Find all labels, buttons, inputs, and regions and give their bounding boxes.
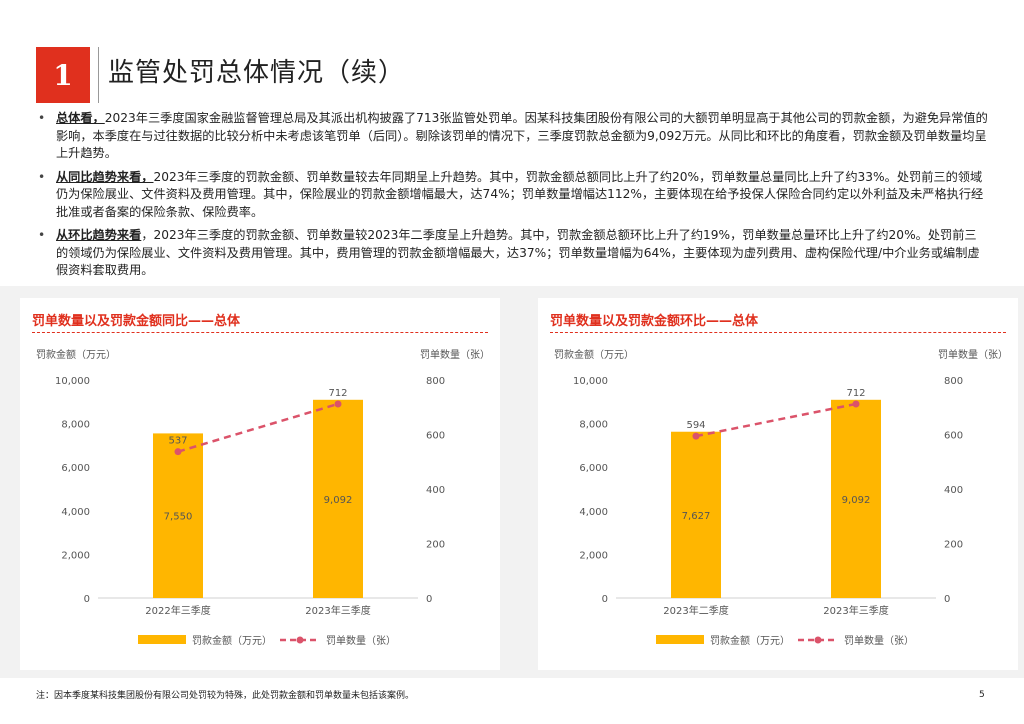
legend-bar-swatch — [656, 635, 704, 644]
bullet-text: 2023年三季度的罚款金额、罚单数量较去年同期呈上升趋势。其中，罚款金额总额同比… — [56, 169, 984, 219]
left-axis-tick: 8,000 — [61, 420, 90, 431]
footnote: 注：因本季度某科技集团股份有限公司处罚较为特殊，此处罚款金额和罚单数量未包括该案… — [36, 691, 415, 701]
qoq-chart-panel: 罚单数量以及罚款金额环比——总体 罚款金额（万元） 罚单数量（张） 0 2,000 4,… — [538, 298, 1018, 670]
line-point — [174, 448, 182, 456]
right-axis-tick: 200 — [944, 540, 963, 551]
line-value-label: 594 — [686, 420, 705, 431]
page-number: 5 — [979, 690, 985, 700]
bar — [831, 399, 881, 598]
title-divider — [98, 47, 99, 103]
left-axis-tick: 2,000 — [61, 550, 90, 561]
left-axis-tick: 4,000 — [61, 507, 90, 518]
left-axis-tick: 4,000 — [579, 507, 608, 518]
bullet-lead: 从同比趋势来看， — [56, 169, 154, 184]
chart-title-rule — [32, 332, 488, 333]
right-axis-tick: 800 — [944, 376, 963, 387]
left-axis-tick: 0 — [602, 594, 608, 605]
line-point — [692, 432, 700, 440]
left-axis-tick: 10,000 — [55, 376, 90, 387]
chart-title-rule — [550, 332, 1006, 333]
category-label: 2023年三季度 — [823, 604, 888, 617]
legend-bar-label: 罚款金额（万元） — [710, 634, 790, 647]
page-title: 监管处罚总体情况（续） — [108, 58, 406, 88]
legend-line-label: 罚单数量（张） — [844, 634, 914, 647]
line-value-label: 712 — [328, 388, 347, 399]
bullet-yoy: 从同比趋势来看，2023年三季度的罚款金额、罚单数量较去年同期呈上升趋势。其中，… — [36, 169, 988, 222]
right-axis-tick: 0 — [944, 594, 950, 605]
right-axis-tick: 200 — [426, 540, 445, 551]
right-axis-tick: 800 — [426, 376, 445, 387]
yoy-chart: 罚款金额（万元） 罚单数量（张） 0 2,000 4,000 6,000 8,000 10,0… — [36, 348, 490, 647]
line-series — [177, 402, 339, 453]
qoq-chart: 罚款金额（万元） 罚单数量（张） 0 2,000 4,000 6,000 8,000 10,0… — [554, 348, 1008, 647]
left-axis-title: 罚款金额（万元） — [554, 348, 634, 361]
left-axis-tick: 8,000 — [579, 420, 608, 431]
right-axis-title: 罚单数量（张） — [420, 348, 490, 361]
line-value-label: 712 — [846, 388, 865, 399]
left-axis-tick: 10,000 — [573, 376, 608, 387]
chart-title: 罚单数量以及罚款金额同比——总体 — [32, 314, 241, 329]
section-number-badge: 1 — [36, 47, 90, 103]
bullet-lead: 从环比趋势来看 — [56, 228, 142, 242]
bar-value-label: 9,092 — [324, 495, 353, 506]
left-axis-tick: 0 — [84, 594, 90, 605]
left-axis-title: 罚款金额（万元） — [36, 348, 116, 361]
left-axis-tick: 2,000 — [579, 550, 608, 561]
bar-value-label: 7,550 — [164, 512, 193, 523]
line-point — [334, 400, 342, 408]
right-axis-tick: 0 — [426, 594, 432, 605]
line-value-label: 537 — [168, 436, 187, 447]
left-axis-tick: 6,000 — [579, 463, 608, 474]
legend-line-marker — [814, 636, 822, 644]
right-axis-tick: 600 — [944, 431, 963, 442]
bullet-overall: 总体看，2023年三季度国家金融监督管理总局及其派出机构披露了713张监管处罚单… — [36, 110, 988, 163]
category-label: 2022年三季度 — [145, 604, 210, 617]
bar — [671, 431, 721, 598]
right-axis-tick: 400 — [944, 485, 963, 496]
line-series — [695, 402, 857, 438]
bar-value-label: 9,092 — [842, 495, 871, 506]
line-point — [852, 400, 860, 408]
left-axis-tick: 6,000 — [61, 463, 90, 474]
bullet-text: 2023年三季度国家金融监督管理总局及其派出机构披露了713张监管处罚单。因某科… — [56, 111, 988, 160]
legend-line-label: 罚单数量（张） — [326, 634, 396, 647]
bar — [153, 433, 203, 598]
yoy-chart-panel: 罚单数量以及罚款金额同比——总体 罚款金额（万元） 罚单数量（张） 0 2,000 4,… — [20, 298, 500, 670]
category-label: 2023年三季度 — [305, 604, 370, 617]
bullet-qoq: 从环比趋势来看，2023年三季度的罚款金额、罚单数量较2023年二季度呈上升趋势… — [36, 227, 988, 280]
category-label: 2023年二季度 — [663, 604, 728, 617]
bullet-lead: 总体看， — [56, 111, 105, 125]
right-axis-tick: 600 — [426, 431, 445, 442]
bullet-text: ，2023年三季度的罚款金额、罚单数量较2023年二季度呈上升趋势。其中，罚款金… — [56, 228, 980, 277]
legend-bar-swatch — [138, 635, 186, 644]
bar-value-label: 7,627 — [682, 511, 711, 522]
bar — [313, 399, 363, 598]
right-axis-title: 罚单数量（张） — [938, 348, 1008, 361]
chart-title: 罚单数量以及罚款金额环比——总体 — [550, 314, 759, 329]
right-axis-tick: 400 — [426, 485, 445, 496]
legend-bar-label: 罚款金额（万元） — [192, 634, 272, 647]
legend-line-marker — [296, 636, 304, 644]
summary-bullets: 总体看，2023年三季度国家金融监督管理总局及其派出机构披露了713张监管处罚单… — [36, 110, 988, 286]
